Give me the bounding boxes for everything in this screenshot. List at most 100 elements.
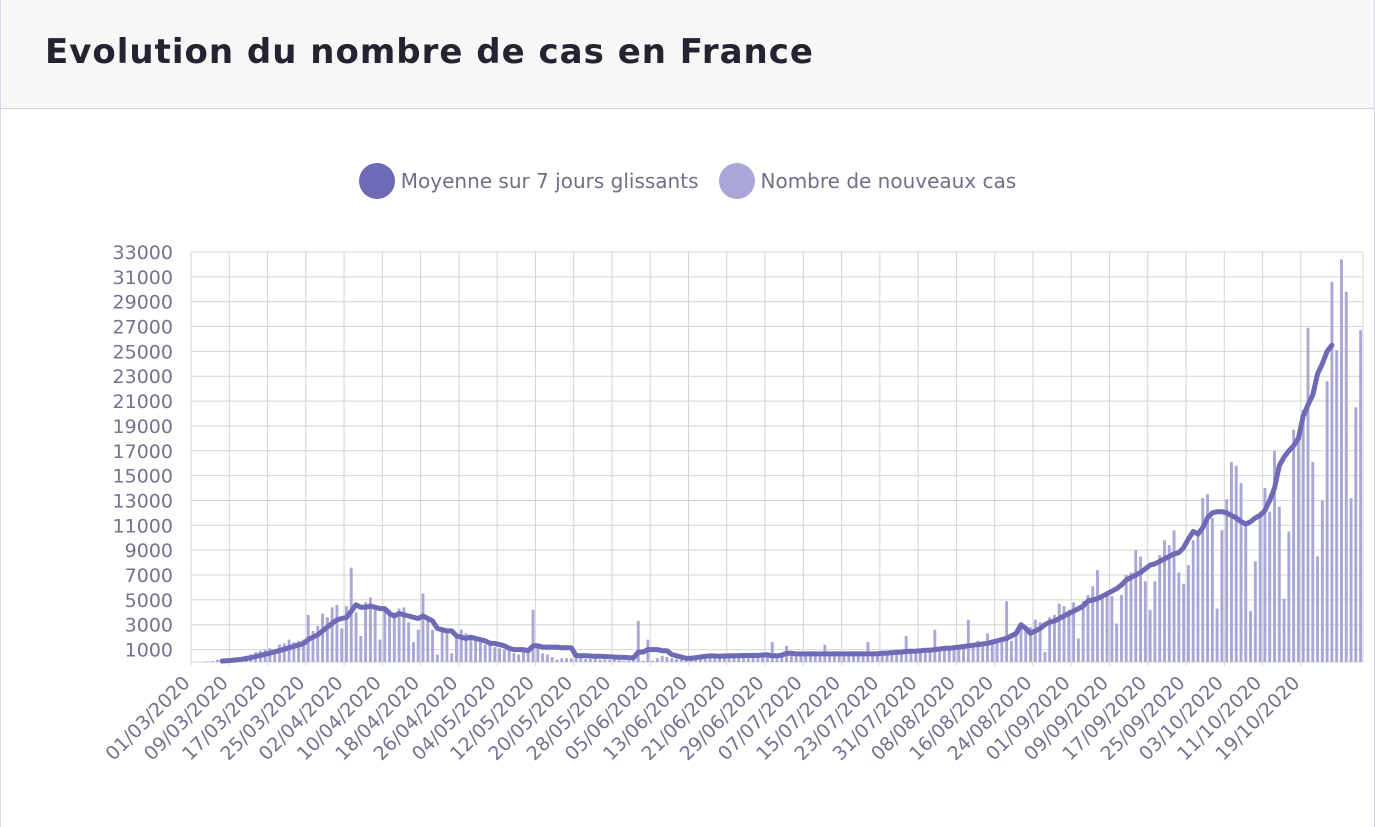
bar-new-cases[interactable] bbox=[656, 658, 659, 662]
bar-new-cases[interactable] bbox=[1311, 462, 1314, 662]
bar-new-cases[interactable] bbox=[412, 642, 415, 662]
bar-new-cases[interactable] bbox=[445, 633, 448, 662]
bar-new-cases[interactable] bbox=[359, 636, 362, 662]
bar-new-cases[interactable] bbox=[1244, 524, 1247, 662]
bar-new-cases[interactable] bbox=[1067, 610, 1070, 662]
bar-new-cases[interactable] bbox=[1005, 601, 1008, 662]
bar-new-cases[interactable] bbox=[1010, 641, 1013, 662]
bar-new-cases[interactable] bbox=[532, 610, 535, 662]
bar-new-cases[interactable] bbox=[599, 660, 602, 662]
bar-new-cases[interactable] bbox=[1177, 573, 1180, 662]
bar-new-cases[interactable] bbox=[455, 635, 458, 662]
bar-new-cases[interactable] bbox=[613, 660, 616, 662]
bar-new-cases[interactable] bbox=[933, 630, 936, 662]
bar-new-cases[interactable] bbox=[211, 661, 214, 662]
bar-new-cases[interactable] bbox=[618, 660, 621, 662]
bar-new-cases[interactable] bbox=[1335, 350, 1338, 662]
bar-new-cases[interactable] bbox=[546, 655, 549, 662]
bar-new-cases[interactable] bbox=[407, 622, 410, 662]
bar-new-cases[interactable] bbox=[388, 610, 391, 662]
bar-new-cases[interactable] bbox=[584, 659, 587, 662]
bar-new-cases[interactable] bbox=[1096, 570, 1099, 662]
bar-new-cases[interactable] bbox=[1235, 466, 1238, 662]
bar-new-cases[interactable] bbox=[436, 655, 439, 662]
bar-new-cases[interactable] bbox=[1125, 575, 1128, 662]
bar-new-cases[interactable] bbox=[1225, 499, 1228, 662]
bar-new-cases[interactable] bbox=[991, 643, 994, 662]
bar-new-cases[interactable] bbox=[335, 605, 338, 662]
legend-item-new-cases[interactable]: Nombre de nouveaux cas bbox=[719, 163, 1017, 199]
bar-new-cases[interactable] bbox=[579, 658, 582, 662]
bar-new-cases[interactable] bbox=[1350, 498, 1353, 662]
bar-new-cases[interactable] bbox=[417, 630, 420, 662]
bar-new-cases[interactable] bbox=[517, 655, 520, 662]
bar-new-cases[interactable] bbox=[1211, 518, 1214, 662]
bar-new-cases[interactable] bbox=[622, 661, 625, 662]
bar-new-cases[interactable] bbox=[479, 640, 482, 662]
bar-new-cases[interactable] bbox=[512, 653, 515, 662]
bar-new-cases[interactable] bbox=[441, 630, 444, 662]
bar-new-cases[interactable] bbox=[771, 642, 774, 662]
bar-new-cases[interactable] bbox=[340, 628, 343, 662]
bar-new-cases[interactable] bbox=[1197, 530, 1200, 662]
bar-new-cases[interactable] bbox=[651, 661, 654, 662]
bar-new-cases[interactable] bbox=[1115, 623, 1118, 662]
bar-new-cases[interactable] bbox=[383, 609, 386, 662]
bar-new-cases[interactable] bbox=[1034, 620, 1037, 662]
bar-new-cases[interactable] bbox=[1182, 584, 1185, 662]
bar-new-cases[interactable] bbox=[1110, 596, 1113, 662]
bar-new-cases[interactable] bbox=[1134, 550, 1137, 662]
bar-new-cases[interactable] bbox=[1326, 381, 1329, 662]
bar-new-cases[interactable] bbox=[469, 637, 472, 662]
bar-new-cases[interactable] bbox=[1082, 601, 1085, 662]
bar-new-cases[interactable] bbox=[1287, 532, 1290, 662]
bar-new-cases[interactable] bbox=[666, 657, 669, 662]
bar-new-cases[interactable] bbox=[1192, 540, 1195, 662]
bar-new-cases[interactable] bbox=[331, 607, 334, 662]
bar-new-cases[interactable] bbox=[570, 658, 573, 662]
bar-new-cases[interactable] bbox=[393, 614, 396, 662]
bar-new-cases[interactable] bbox=[1259, 512, 1262, 662]
bar-new-cases[interactable] bbox=[680, 660, 683, 662]
bar-new-cases[interactable] bbox=[484, 645, 487, 662]
bar-new-cases[interactable] bbox=[718, 658, 721, 662]
bar-new-cases[interactable] bbox=[1000, 642, 1003, 662]
bar-new-cases[interactable] bbox=[1354, 407, 1357, 662]
bar-new-cases[interactable] bbox=[431, 630, 434, 662]
bar-new-cases[interactable] bbox=[1216, 609, 1219, 662]
bar-new-cases[interactable] bbox=[206, 661, 209, 662]
bar-new-cases[interactable] bbox=[1101, 595, 1104, 662]
bar-new-cases[interactable] bbox=[1043, 652, 1046, 662]
bar-new-cases[interactable] bbox=[642, 661, 645, 662]
bar-new-cases[interactable] bbox=[1316, 556, 1319, 662]
bar-new-cases[interactable] bbox=[594, 658, 597, 662]
bar-new-cases[interactable] bbox=[1330, 282, 1333, 662]
bar-new-cases[interactable] bbox=[1158, 555, 1161, 662]
bar-new-cases[interactable] bbox=[489, 646, 492, 662]
bar-new-cases[interactable] bbox=[1345, 292, 1348, 662]
bar-new-cases[interactable] bbox=[379, 640, 382, 662]
bar-new-cases[interactable] bbox=[1187, 565, 1190, 662]
bar-new-cases[interactable] bbox=[661, 656, 664, 662]
bar-new-cases[interactable] bbox=[1149, 610, 1152, 662]
bar-new-cases[interactable] bbox=[1077, 638, 1080, 662]
bar-new-cases[interactable] bbox=[426, 621, 429, 662]
bar-new-cases[interactable] bbox=[1240, 483, 1243, 662]
bar-new-cases[interactable] bbox=[1307, 328, 1310, 662]
bar-new-cases[interactable] bbox=[1220, 530, 1223, 662]
bar-new-cases[interactable] bbox=[1302, 410, 1305, 662]
bar-new-cases[interactable] bbox=[1254, 561, 1257, 662]
bar-new-cases[interactable] bbox=[589, 659, 592, 662]
bar-new-cases[interactable] bbox=[355, 612, 358, 662]
bar-new-cases[interactable] bbox=[522, 651, 525, 662]
bar-new-cases[interactable] bbox=[1268, 512, 1271, 662]
bar-new-cases[interactable] bbox=[986, 633, 989, 662]
legend-item-moving-average[interactable]: Moyenne sur 7 jours glissants bbox=[359, 163, 699, 199]
bar-new-cases[interactable] bbox=[374, 606, 377, 662]
bar-new-cases[interactable] bbox=[1153, 581, 1156, 662]
bar-new-cases[interactable] bbox=[560, 658, 563, 662]
bar-new-cases[interactable] bbox=[1249, 611, 1252, 662]
bar-new-cases[interactable] bbox=[632, 660, 635, 662]
bar-new-cases[interactable] bbox=[541, 653, 544, 662]
bar-new-cases[interactable] bbox=[1340, 259, 1343, 662]
